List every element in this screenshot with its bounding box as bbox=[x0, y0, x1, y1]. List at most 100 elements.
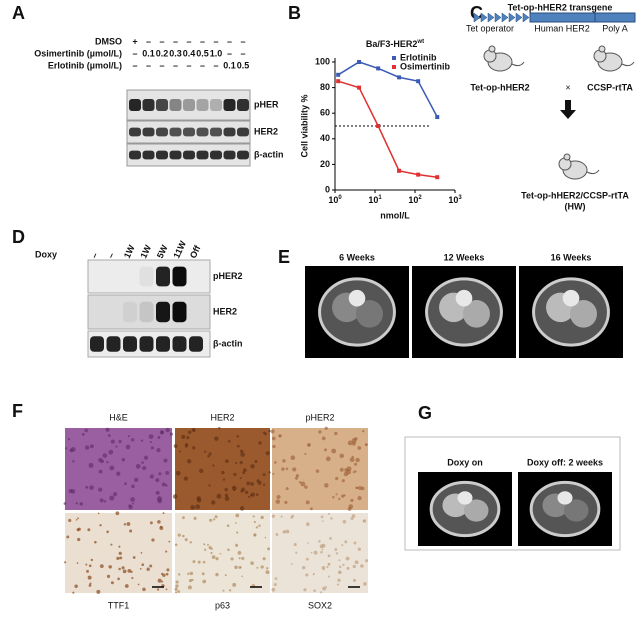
cell bbox=[357, 547, 361, 551]
cell bbox=[66, 535, 70, 539]
lane-label: 0.5 bbox=[237, 60, 250, 70]
band bbox=[129, 150, 141, 160]
cell bbox=[140, 439, 144, 442]
band bbox=[172, 336, 187, 352]
lane-label: – bbox=[89, 251, 100, 260]
series-line bbox=[337, 80, 438, 178]
stain-label: H&E bbox=[109, 412, 128, 422]
cell bbox=[88, 564, 92, 568]
lane-label: – bbox=[132, 48, 137, 58]
cell bbox=[115, 445, 118, 448]
cell bbox=[203, 543, 206, 546]
cell bbox=[143, 455, 149, 460]
lane-label: – bbox=[159, 60, 164, 70]
cell bbox=[196, 497, 202, 503]
cell bbox=[162, 512, 165, 515]
cell bbox=[148, 434, 154, 439]
cell bbox=[165, 471, 170, 475]
lane-label: – bbox=[200, 36, 205, 46]
legend-swatch bbox=[392, 56, 396, 60]
histology-image bbox=[65, 428, 172, 510]
cell bbox=[244, 490, 249, 495]
lane-label: 0.2 bbox=[156, 48, 169, 58]
cell bbox=[128, 504, 133, 510]
cell bbox=[262, 473, 266, 477]
cell bbox=[125, 444, 131, 450]
data-point bbox=[336, 72, 341, 77]
cell bbox=[293, 543, 297, 547]
cell bbox=[290, 455, 296, 461]
cell bbox=[212, 464, 215, 467]
cell bbox=[88, 462, 94, 468]
cell bbox=[134, 477, 139, 482]
cell bbox=[161, 580, 164, 583]
cell bbox=[225, 459, 229, 464]
lane-label: 11W bbox=[171, 239, 188, 260]
cell bbox=[339, 467, 344, 472]
cell bbox=[350, 498, 354, 502]
cell bbox=[118, 551, 122, 556]
cell bbox=[187, 585, 192, 590]
cell bbox=[239, 460, 243, 465]
cell bbox=[241, 556, 245, 560]
mouse-tail bbox=[621, 61, 635, 67]
cell bbox=[343, 494, 346, 497]
y-tick-label: 80 bbox=[320, 82, 330, 92]
cell bbox=[72, 460, 75, 463]
band bbox=[123, 301, 137, 323]
cell bbox=[256, 566, 259, 569]
cell bbox=[99, 524, 102, 527]
lane-label: – bbox=[159, 36, 164, 46]
lane-label: 0.5 bbox=[196, 48, 209, 58]
cell bbox=[307, 443, 311, 447]
cell bbox=[195, 504, 201, 510]
panel-label: E bbox=[278, 247, 290, 267]
cell bbox=[274, 461, 277, 464]
cell bbox=[157, 520, 161, 524]
cell bbox=[149, 474, 154, 479]
cell bbox=[342, 563, 345, 567]
cell bbox=[353, 541, 357, 545]
mouse-ear bbox=[598, 45, 606, 53]
cell bbox=[318, 540, 321, 543]
cell bbox=[350, 516, 354, 521]
cell bbox=[294, 476, 299, 480]
cell bbox=[89, 485, 94, 490]
cell bbox=[347, 440, 353, 446]
cell bbox=[235, 513, 240, 518]
offspring-code: (HW) bbox=[565, 201, 586, 211]
cell bbox=[338, 570, 342, 575]
cell bbox=[258, 524, 261, 527]
cell bbox=[141, 461, 144, 464]
mri-heart bbox=[455, 289, 473, 307]
cell bbox=[322, 586, 327, 591]
cell bbox=[337, 578, 341, 582]
cell bbox=[352, 578, 357, 582]
cell bbox=[79, 502, 84, 506]
lane-label: – bbox=[173, 36, 178, 46]
cell bbox=[76, 562, 79, 564]
y-tick-label: 60 bbox=[320, 108, 330, 118]
mouse-tail bbox=[511, 61, 525, 67]
y-tick-label: 40 bbox=[320, 133, 330, 143]
cell bbox=[175, 580, 179, 584]
transgene-bar bbox=[529, 12, 636, 23]
cell bbox=[192, 446, 196, 450]
cell bbox=[365, 559, 369, 563]
cell bbox=[253, 533, 257, 537]
cell bbox=[124, 584, 129, 588]
cell bbox=[106, 574, 111, 578]
cell bbox=[250, 561, 254, 565]
band bbox=[139, 301, 154, 323]
cell bbox=[255, 526, 259, 529]
cell bbox=[158, 472, 162, 476]
cell bbox=[285, 467, 289, 471]
data-point bbox=[376, 66, 381, 71]
band bbox=[123, 336, 137, 352]
cell bbox=[140, 552, 143, 554]
image-title: 16 Weeks bbox=[551, 252, 592, 262]
lane-label: – bbox=[240, 48, 245, 58]
cell bbox=[334, 548, 338, 551]
cell bbox=[250, 464, 255, 469]
cell bbox=[310, 551, 313, 554]
